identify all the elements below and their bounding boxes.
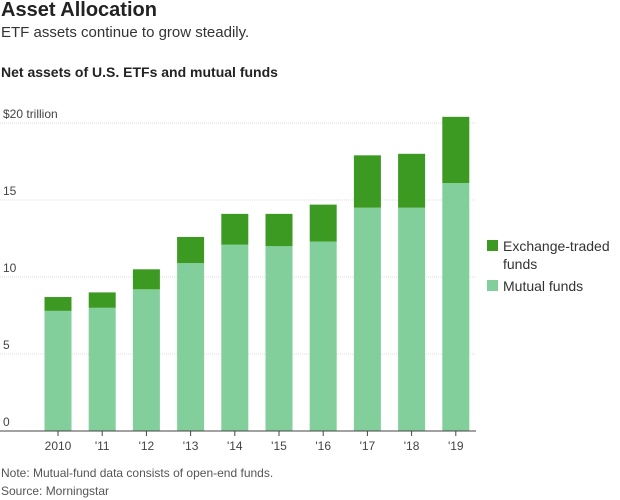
bar-mutual-funds-9 bbox=[442, 183, 470, 431]
bar-mutual-funds-8 bbox=[398, 207, 426, 431]
x-tick-label-7: '17 bbox=[360, 439, 376, 453]
footnote: Note: Mutual-fund data consists of open-… bbox=[1, 466, 274, 480]
subhead: ETF assets continue to grow steadily. bbox=[1, 24, 250, 41]
chart-title: Net assets of U.S. ETFs and mutual funds bbox=[1, 64, 278, 80]
bar-mutual-funds-3 bbox=[177, 263, 205, 431]
bar-etf-4 bbox=[221, 213, 249, 245]
bar-etf-8 bbox=[398, 153, 426, 208]
bar-etf-3 bbox=[177, 236, 205, 264]
legend-item-mutual-funds: Mutual funds bbox=[487, 277, 620, 295]
legend-swatch-etf bbox=[487, 240, 498, 251]
legend-label-mutual-funds: Mutual funds bbox=[503, 278, 584, 294]
x-tick-label-9: '19 bbox=[448, 439, 464, 453]
bar-mutual-funds-4 bbox=[221, 244, 249, 431]
legend: Exchange-traded funds Mutual funds bbox=[487, 237, 620, 299]
x-tick-label-5: '15 bbox=[271, 439, 287, 453]
legend-item-etf: Exchange-traded funds bbox=[487, 237, 620, 273]
bar-mutual-funds-5 bbox=[265, 246, 293, 431]
x-tick-label-0: 2010 bbox=[45, 439, 72, 453]
headline: Asset Allocation bbox=[1, 0, 157, 21]
x-tick-label-8: '18 bbox=[404, 439, 420, 453]
bar-etf-9 bbox=[442, 116, 470, 184]
legend-swatch-mutual-funds bbox=[487, 280, 498, 291]
bar-mutual-funds-0 bbox=[44, 310, 72, 431]
x-tick-label-2: '12 bbox=[139, 439, 155, 453]
y-tick-label-0: 0 bbox=[3, 415, 10, 429]
y-tick-labels: 0 5 10 15 $20 trillion bbox=[3, 107, 58, 429]
bar-etf-5 bbox=[265, 213, 293, 247]
bar-etf-6 bbox=[309, 204, 337, 242]
y-tick-label-15: 15 bbox=[3, 184, 17, 198]
x-tick-labels: 2010 '11 '12 '13 '14 '15 '16 '17 '18 '19 bbox=[45, 431, 464, 453]
bar-etf-1 bbox=[88, 292, 116, 308]
x-tick-label-6: '16 bbox=[315, 439, 331, 453]
y-tick-label-20: $20 trillion bbox=[3, 107, 58, 121]
bar-mutual-funds-6 bbox=[309, 241, 337, 431]
bar-etf-2 bbox=[132, 269, 160, 290]
bar-etf-7 bbox=[353, 155, 381, 208]
bar-mutual-funds-7 bbox=[353, 207, 381, 431]
x-tick-label-3: '13 bbox=[183, 439, 199, 453]
bar-mutual-funds-1 bbox=[88, 307, 116, 431]
x-tick-label-1: '11 bbox=[95, 439, 110, 453]
bars bbox=[44, 116, 470, 431]
y-tick-label-10: 10 bbox=[3, 261, 17, 275]
bar-mutual-funds-2 bbox=[132, 289, 160, 431]
x-tick-label-4: '14 bbox=[227, 439, 243, 453]
stacked-bar-chart: 0 5 10 15 $20 trillion 2010 '11 '12 '13 '14 '15 '1… bbox=[0, 107, 476, 453]
y-tick-label-5: 5 bbox=[3, 338, 10, 352]
bar-etf-0 bbox=[44, 297, 72, 311]
source-note: Source: Morningstar bbox=[1, 484, 110, 498]
legend-label-etf: Exchange-traded funds bbox=[503, 238, 610, 272]
